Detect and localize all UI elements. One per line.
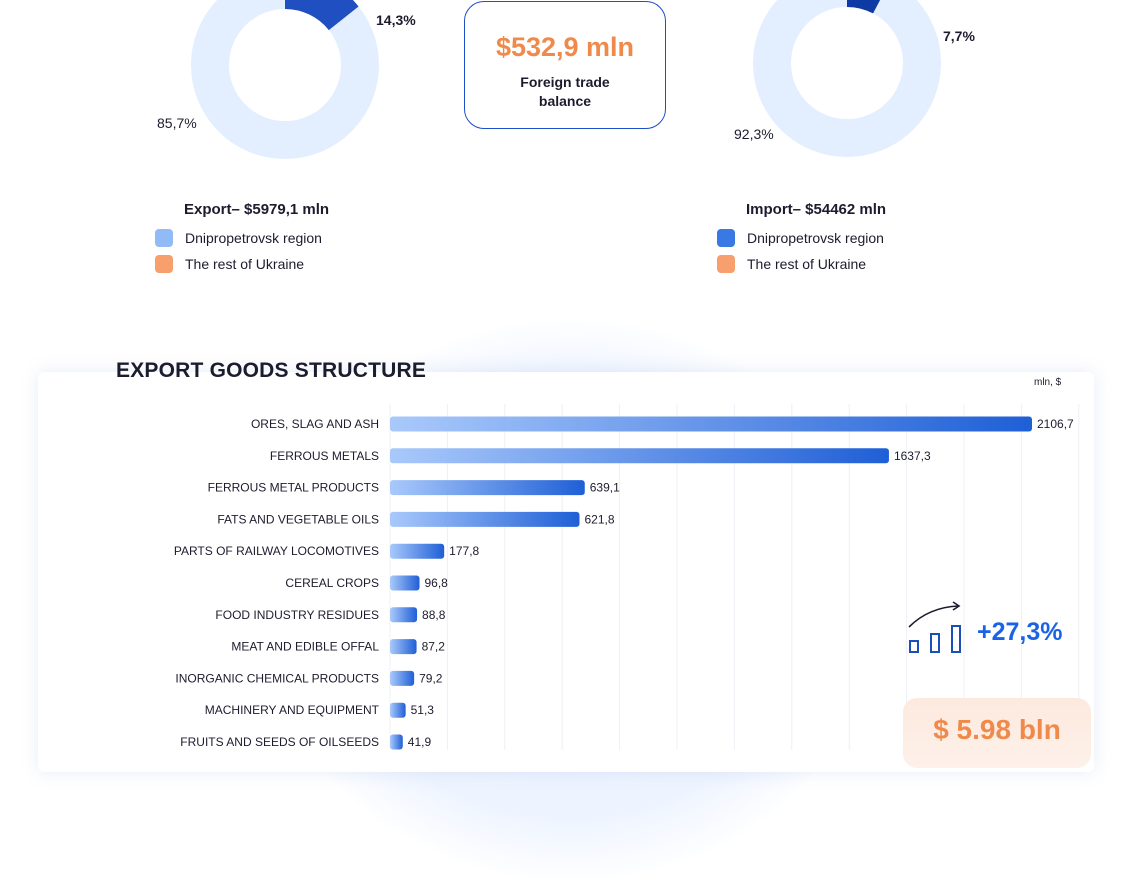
value-label: 88,8 — [422, 608, 446, 622]
value-label: 79,2 — [419, 671, 443, 685]
export-goods-bar-chart: ORES, SLAG AND ASH 2106,7 FERROUS METALS 16… — [174, 404, 1080, 750]
value-label: 177,8 — [449, 544, 479, 558]
category-label: FATS AND VEGETABLE OILS — [217, 512, 379, 526]
bar — [390, 639, 417, 655]
total-export-value: $ 5.98 bln — [933, 714, 1061, 745]
category-label: CEREAL CROPS — [285, 576, 379, 590]
export-donut-rest-ring — [191, 0, 379, 159]
trade-balance-value: $532,9 mln — [495, 32, 635, 62]
category-label: MEAT AND EDIBLE OFFAL — [231, 640, 379, 654]
export-dnipro-swatch — [155, 229, 173, 247]
trade-balance-card: $532,9 mln Foreign trade balance — [464, 1, 666, 129]
growth-value: +27,3% — [977, 618, 1063, 646]
value-label: 1637,3 — [894, 449, 931, 463]
import-legend-dnipro-label: Dnipropetrovsk region — [747, 230, 884, 246]
chart-bars: ORES, SLAG AND ASH 2106,7 FERROUS METALS 16… — [174, 416, 1074, 750]
chart-unit-label: mln, $ — [1034, 377, 1062, 388]
value-label: 2106,7 — [1037, 417, 1074, 431]
bar — [390, 702, 406, 718]
export-legend-dnipro-label: Dnipropetrovsk region — [185, 230, 322, 246]
category-label: FRUITS AND SEEDS OF OILSEEDS — [180, 735, 379, 749]
export-dnipro-share-label: 14,3% — [376, 12, 416, 28]
export-donut-dnipro-slice — [284, 0, 359, 31]
import-rest-share-label: 92,3% — [734, 126, 774, 142]
category-label: FERROUS METAL PRODUCTS — [208, 481, 379, 495]
category-label: PARTS OF RAILWAY LOCOMOTIVES — [174, 544, 379, 558]
import-donut-rest-ring — [753, 0, 941, 157]
import-dnipro-share-label: 7,7% — [943, 28, 975, 44]
bar — [390, 480, 585, 496]
value-label: 41,9 — [408, 735, 432, 749]
import-legend-rest-label: The rest of Ukraine — [747, 256, 867, 272]
bar — [390, 670, 415, 686]
import-donut-chart — [753, 0, 941, 157]
bar — [390, 734, 403, 750]
value-label: 96,8 — [424, 576, 448, 590]
bar — [390, 511, 580, 527]
value-label: 87,2 — [422, 640, 446, 654]
value-label: 639,1 — [590, 481, 620, 495]
export-rest-swatch — [155, 255, 173, 273]
export-donut-chart — [191, 0, 379, 159]
import-legend-item-dnipro: Dnipropetrovsk region — [717, 229, 884, 247]
section-title: EXPORT GOODS STRUCTURE — [116, 359, 427, 382]
bar — [390, 448, 889, 464]
category-label: FOOD INDUSTRY RESIDUES — [215, 608, 379, 622]
category-label: ORES, SLAG AND ASH — [251, 417, 379, 431]
bar — [390, 416, 1032, 432]
import-rest-swatch — [717, 255, 735, 273]
import-legend-title: Import– $54462 mln — [746, 201, 887, 218]
bar — [390, 607, 418, 623]
export-legend-item-dnipro: Dnipropetrovsk region — [155, 229, 322, 247]
export-legend-item-rest: The rest of Ukraine — [155, 255, 304, 273]
growth-chart-icon — [908, 601, 961, 653]
value-label: 621,8 — [584, 512, 614, 526]
category-label: MACHINERY AND EQUIPMENT — [205, 703, 380, 717]
import-legend-item-rest: The rest of Ukraine — [717, 255, 866, 273]
export-legend-rest-label: The rest of Ukraine — [185, 256, 305, 272]
bar — [390, 575, 420, 591]
category-label: FERROUS METALS — [270, 449, 379, 463]
trade-balance-label: Foreign trade balance — [520, 74, 610, 109]
export-legend-title: Export– $5979,1 mln — [184, 201, 330, 218]
export-rest-share-label: 85,7% — [157, 115, 197, 131]
category-label: INORGANIC CHEMICAL PRODUCTS — [175, 671, 379, 685]
value-label: 51,3 — [411, 703, 435, 717]
import-dnipro-swatch — [717, 229, 735, 247]
bar — [390, 543, 445, 559]
total-export-card: $ 5.98 bln — [903, 698, 1091, 768]
